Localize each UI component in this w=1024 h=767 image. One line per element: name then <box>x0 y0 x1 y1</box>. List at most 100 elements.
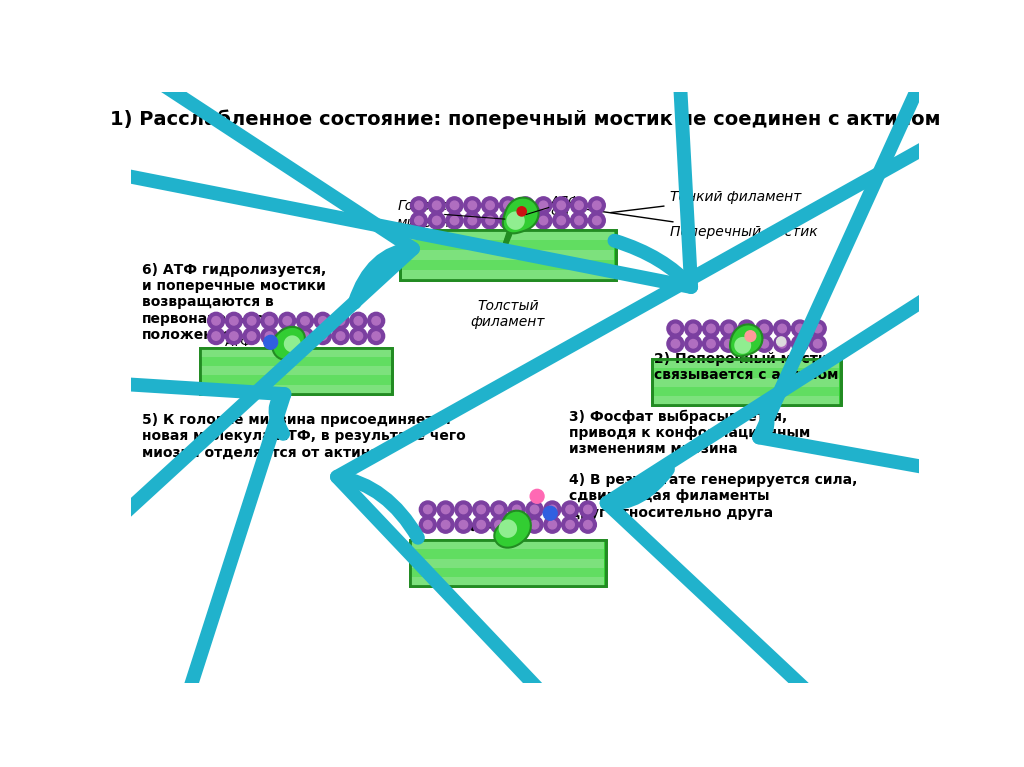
Text: 2) Поперечный мостик
связывается с актином: 2) Поперечный мостик связывается с актин… <box>654 351 839 382</box>
Text: АТФ: АТФ <box>225 336 252 349</box>
Circle shape <box>459 521 468 529</box>
Circle shape <box>354 332 362 341</box>
Circle shape <box>261 328 278 344</box>
Circle shape <box>517 207 526 216</box>
Bar <box>202 384 391 394</box>
Circle shape <box>243 328 260 344</box>
Circle shape <box>208 328 224 344</box>
Text: Поперечный мостик: Поперечный мостик <box>588 209 817 239</box>
Circle shape <box>297 312 313 329</box>
Bar <box>653 397 840 406</box>
Circle shape <box>500 212 516 229</box>
Circle shape <box>372 332 380 341</box>
Circle shape <box>261 312 278 329</box>
Circle shape <box>667 320 684 337</box>
Circle shape <box>504 201 512 209</box>
Circle shape <box>707 340 715 348</box>
Circle shape <box>451 201 459 209</box>
Circle shape <box>792 320 808 337</box>
Circle shape <box>415 201 423 209</box>
Circle shape <box>774 320 791 337</box>
Circle shape <box>513 505 521 514</box>
Circle shape <box>517 212 535 229</box>
Bar <box>400 230 615 280</box>
Circle shape <box>446 212 463 229</box>
Circle shape <box>265 332 273 341</box>
Circle shape <box>318 332 327 341</box>
Circle shape <box>248 317 256 325</box>
Bar <box>202 366 391 375</box>
FancyArrowPatch shape <box>606 77 1024 767</box>
Circle shape <box>535 212 552 229</box>
Bar <box>653 359 840 368</box>
Circle shape <box>544 516 561 533</box>
Circle shape <box>689 324 697 333</box>
Circle shape <box>526 501 543 518</box>
Circle shape <box>441 521 450 529</box>
Text: 3) Фосфат выбрасывается,
приводя к конформационным
изменениям миозина: 3) Фосфат выбрасывается, приводя к конфо… <box>569 410 811 456</box>
Circle shape <box>760 340 769 348</box>
Circle shape <box>702 320 720 337</box>
Circle shape <box>279 312 296 329</box>
Bar <box>653 377 840 387</box>
FancyArrowPatch shape <box>759 0 1024 578</box>
Circle shape <box>778 324 786 333</box>
Bar <box>412 540 604 549</box>
Bar <box>410 540 606 587</box>
Circle shape <box>473 501 489 518</box>
Circle shape <box>477 521 485 529</box>
Circle shape <box>667 335 684 352</box>
Circle shape <box>593 216 601 225</box>
Circle shape <box>508 516 525 533</box>
Bar <box>202 375 391 384</box>
Circle shape <box>332 312 349 329</box>
Circle shape <box>561 516 579 533</box>
Circle shape <box>415 216 423 225</box>
Bar <box>410 540 606 587</box>
Polygon shape <box>284 335 301 352</box>
Text: Головка
миозина: Головка миозина <box>396 199 458 229</box>
Circle shape <box>283 332 292 341</box>
Circle shape <box>707 324 715 333</box>
Circle shape <box>464 212 480 229</box>
Circle shape <box>350 312 367 329</box>
Circle shape <box>566 521 574 529</box>
Circle shape <box>314 328 331 344</box>
Circle shape <box>725 324 733 333</box>
Bar <box>412 577 604 587</box>
Circle shape <box>745 331 756 341</box>
Text: 6) АТФ гидролизуется,
и поперечные мостики
возвращаются в
первоначальное
положен: 6) АТФ гидролизуется, и поперечные мости… <box>142 263 327 342</box>
Bar <box>401 270 614 280</box>
Circle shape <box>792 335 808 352</box>
Circle shape <box>548 505 557 514</box>
Circle shape <box>521 201 529 209</box>
Circle shape <box>809 320 826 337</box>
Circle shape <box>301 317 309 325</box>
Circle shape <box>813 324 822 333</box>
Circle shape <box>725 340 733 348</box>
Circle shape <box>504 216 512 225</box>
Circle shape <box>314 312 331 329</box>
Circle shape <box>778 340 786 348</box>
Circle shape <box>530 521 539 529</box>
Circle shape <box>570 197 588 214</box>
Circle shape <box>720 320 737 337</box>
Circle shape <box>490 516 508 533</box>
Circle shape <box>774 335 791 352</box>
Circle shape <box>495 521 503 529</box>
Bar <box>200 347 392 394</box>
Circle shape <box>796 324 804 333</box>
Circle shape <box>760 324 769 333</box>
Bar <box>653 387 840 397</box>
Circle shape <box>208 312 224 329</box>
Circle shape <box>513 521 521 529</box>
Circle shape <box>225 312 243 329</box>
Circle shape <box>526 516 543 533</box>
Circle shape <box>372 317 380 325</box>
Circle shape <box>589 212 605 229</box>
Circle shape <box>566 505 574 514</box>
Circle shape <box>283 317 292 325</box>
Circle shape <box>243 312 260 329</box>
Polygon shape <box>506 212 524 230</box>
Circle shape <box>574 201 584 209</box>
